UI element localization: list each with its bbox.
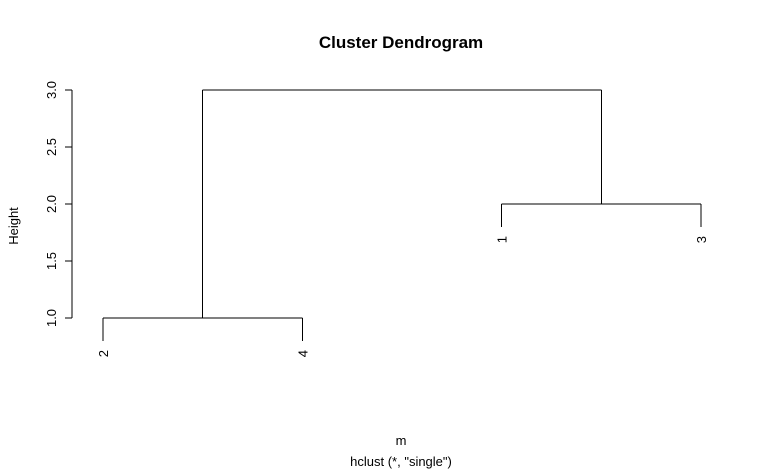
leaf-labels: 2 4 1 3 (96, 236, 709, 357)
y-tick-label: 2.5 (44, 138, 59, 156)
y-tick-label: 2.0 (44, 195, 59, 213)
y-tick-label: 1.5 (44, 252, 59, 270)
leaf-label: 4 (295, 350, 310, 357)
y-tick-label: 1.0 (44, 309, 59, 327)
chart-title: Cluster Dendrogram (319, 33, 483, 52)
leaf-label: 2 (96, 350, 111, 357)
y-axis-label: Height (6, 207, 21, 245)
leaf-label: 1 (495, 236, 510, 243)
x-axis-label: m (396, 433, 407, 448)
y-tick-label: 3.0 (44, 81, 59, 99)
dendrogram-tree (102, 89, 702, 341)
leaf-label: 3 (694, 236, 709, 243)
y-axis: 1.0 1.5 2.0 2.5 3.0 (44, 81, 73, 327)
subtitle: hclust (*, "single") (350, 454, 452, 469)
